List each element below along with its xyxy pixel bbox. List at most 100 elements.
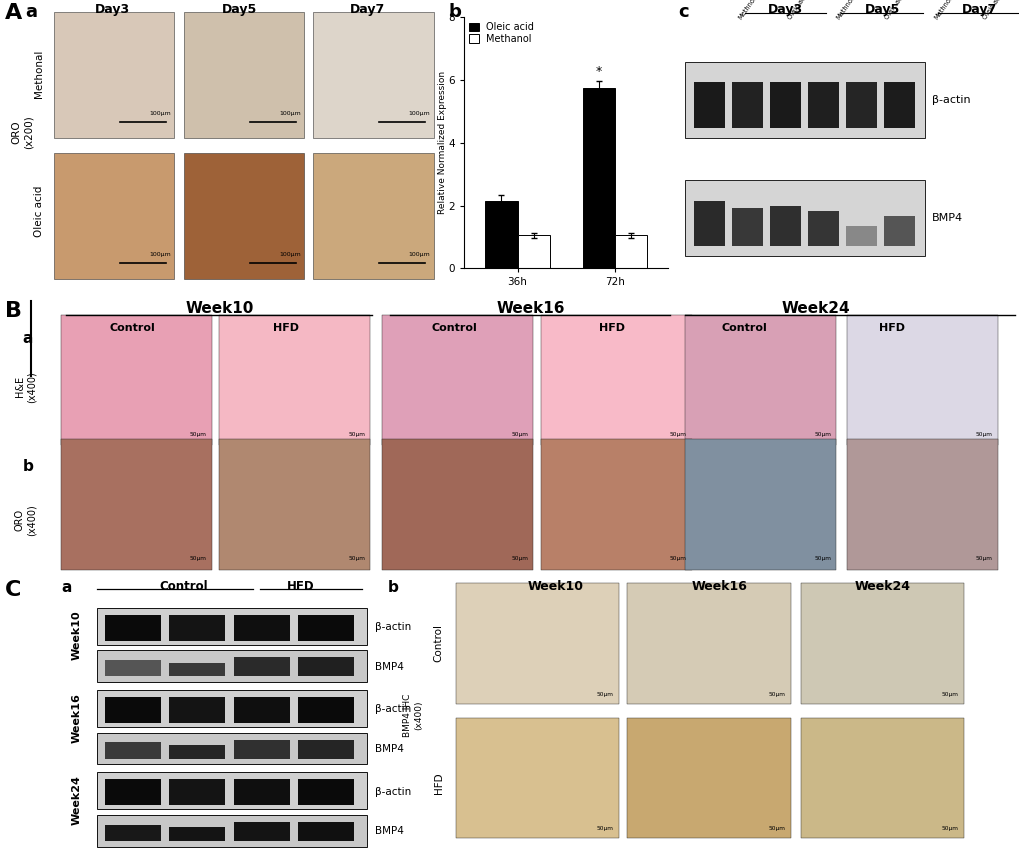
Bar bbox=[233, 697, 289, 723]
Text: 100μm: 100μm bbox=[409, 111, 430, 116]
Bar bbox=[693, 200, 725, 245]
Bar bbox=[233, 740, 289, 759]
Bar bbox=[845, 83, 876, 128]
Bar bbox=[298, 614, 354, 641]
Text: 50μm: 50μm bbox=[596, 826, 613, 832]
Text: b: b bbox=[387, 580, 398, 596]
Text: H&E
(x400): H&E (x400) bbox=[14, 371, 37, 403]
Text: *: * bbox=[595, 65, 601, 78]
Text: Control: Control bbox=[110, 323, 155, 333]
Text: β-actin: β-actin bbox=[375, 622, 412, 632]
Text: HFD: HFD bbox=[878, 323, 905, 333]
Text: 100μm: 100μm bbox=[279, 252, 301, 257]
Text: 50μm: 50μm bbox=[596, 692, 613, 697]
Bar bbox=[731, 83, 762, 128]
Legend: Oleic acid, Methanol: Oleic acid, Methanol bbox=[469, 22, 534, 43]
Text: Control: Control bbox=[431, 323, 476, 333]
Text: 50μm: 50μm bbox=[668, 556, 686, 561]
Text: Week16: Week16 bbox=[691, 580, 746, 593]
Text: 50μm: 50μm bbox=[941, 692, 958, 697]
Text: a: a bbox=[25, 3, 38, 21]
Bar bbox=[298, 697, 354, 723]
Text: HFD: HFD bbox=[272, 323, 299, 333]
Text: BMP4: BMP4 bbox=[375, 662, 404, 672]
Text: Oleic acid: Oleic acid bbox=[981, 0, 1005, 20]
Text: HFD: HFD bbox=[286, 580, 315, 593]
Text: 50μm: 50μm bbox=[668, 432, 686, 436]
Text: Oleic acid: Oleic acid bbox=[34, 186, 44, 238]
Text: ORO
(x400): ORO (x400) bbox=[14, 504, 37, 536]
Bar bbox=[769, 205, 800, 245]
Bar bbox=[883, 216, 914, 245]
Bar bbox=[169, 827, 225, 841]
Text: b: b bbox=[448, 3, 462, 21]
Text: A: A bbox=[5, 3, 22, 23]
Text: c: c bbox=[678, 3, 688, 21]
Text: 100μm: 100μm bbox=[150, 252, 171, 257]
Bar bbox=[105, 614, 161, 641]
Text: 50μm: 50μm bbox=[190, 556, 207, 561]
Bar bbox=[298, 657, 354, 676]
Y-axis label: Relative Normalized Expression: Relative Normalized Expression bbox=[437, 72, 446, 214]
Text: B: B bbox=[5, 301, 22, 321]
Bar bbox=[169, 745, 225, 759]
Bar bbox=[105, 742, 161, 759]
Text: HFD: HFD bbox=[433, 773, 443, 794]
Bar bbox=[807, 210, 839, 245]
Bar bbox=[233, 614, 289, 641]
Bar bbox=[169, 697, 225, 723]
Text: 50μm: 50μm bbox=[190, 432, 207, 436]
Text: HFD: HFD bbox=[598, 323, 625, 333]
Bar bbox=[105, 660, 161, 676]
Bar bbox=[298, 822, 354, 841]
Text: Week10: Week10 bbox=[528, 580, 583, 593]
Bar bbox=[517, 235, 549, 268]
Text: 50μm: 50μm bbox=[511, 556, 528, 561]
Text: Week16: Week16 bbox=[71, 693, 82, 743]
Text: Week16: Week16 bbox=[495, 301, 565, 316]
Text: β-actin: β-actin bbox=[375, 786, 412, 797]
Text: Control: Control bbox=[433, 625, 443, 663]
Text: BMP4: BMP4 bbox=[931, 213, 962, 223]
Bar bbox=[769, 83, 800, 128]
Text: BMP4: BMP4 bbox=[375, 744, 404, 754]
Bar bbox=[685, 62, 924, 138]
Text: Control: Control bbox=[721, 323, 766, 333]
Text: Oleic acid: Oleic acid bbox=[883, 0, 907, 20]
Text: Day7: Day7 bbox=[961, 3, 996, 16]
Bar bbox=[169, 780, 225, 805]
Text: 50μm: 50μm bbox=[347, 556, 365, 561]
Text: C: C bbox=[5, 580, 21, 601]
Bar bbox=[105, 825, 161, 841]
Text: 50μm: 50μm bbox=[974, 432, 991, 436]
Text: 50μm: 50μm bbox=[347, 432, 365, 436]
Text: Methonal: Methonal bbox=[34, 49, 44, 98]
Bar bbox=[169, 614, 225, 641]
Text: 50μm: 50μm bbox=[767, 692, 785, 697]
Bar bbox=[233, 822, 289, 841]
Text: 50μm: 50μm bbox=[767, 826, 785, 832]
Bar bbox=[105, 780, 161, 805]
Text: 100μm: 100μm bbox=[409, 252, 430, 257]
Text: Day7: Day7 bbox=[350, 3, 384, 16]
Bar bbox=[485, 201, 517, 268]
Text: Day5: Day5 bbox=[222, 3, 257, 16]
Text: β-actin: β-actin bbox=[375, 705, 412, 714]
Text: β-actin: β-actin bbox=[931, 95, 969, 105]
Text: 100μm: 100μm bbox=[150, 111, 171, 116]
Text: Week24: Week24 bbox=[781, 301, 850, 316]
Text: a: a bbox=[22, 331, 33, 347]
Text: Oleic acid: Oleic acid bbox=[786, 0, 809, 20]
Text: Week24: Week24 bbox=[854, 580, 909, 593]
Bar bbox=[233, 657, 289, 676]
Bar bbox=[298, 740, 354, 759]
Bar bbox=[685, 181, 924, 256]
Text: Methnol: Methnol bbox=[932, 0, 953, 20]
Text: Control: Control bbox=[159, 580, 208, 593]
Text: BMP4 IHC
(x400): BMP4 IHC (x400) bbox=[403, 694, 423, 736]
Text: Week10: Week10 bbox=[184, 301, 254, 316]
Bar bbox=[582, 88, 614, 268]
Bar bbox=[807, 83, 839, 128]
Bar bbox=[169, 663, 225, 676]
Bar bbox=[731, 208, 762, 245]
